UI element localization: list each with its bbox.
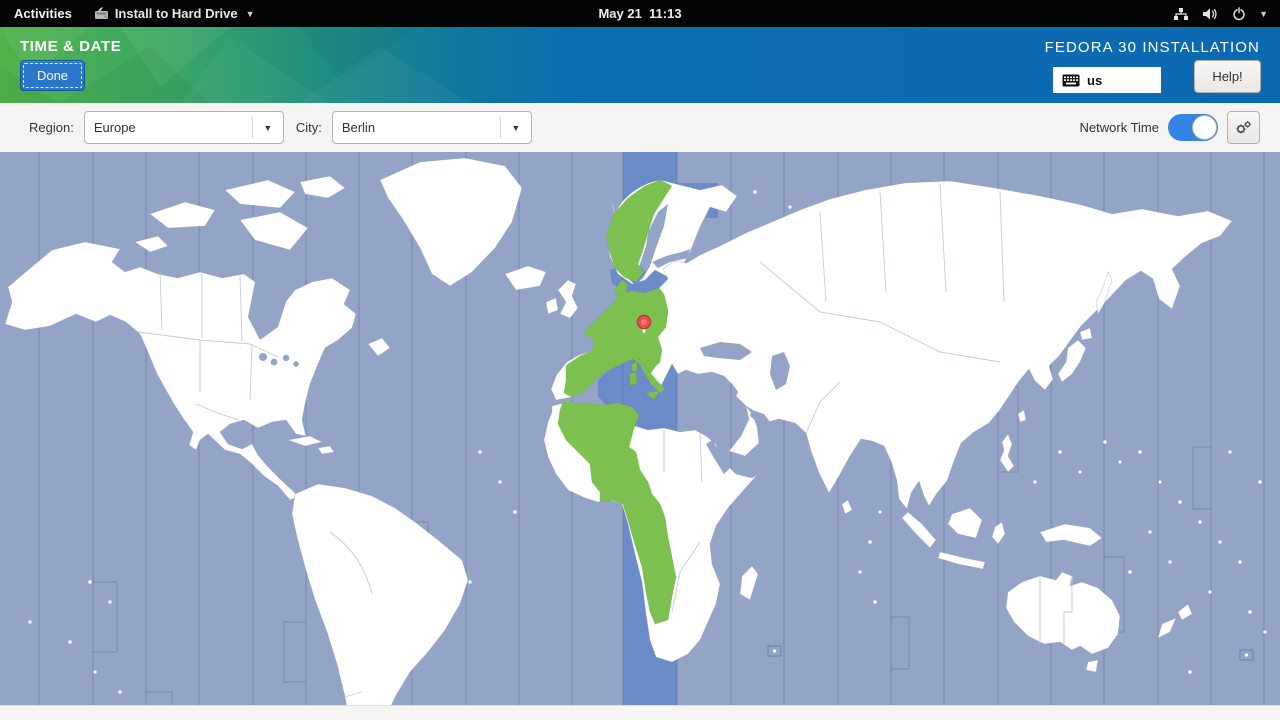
timezone-enclave-boxes: [767, 645, 1254, 661]
hard-drive-install-icon: [94, 7, 109, 20]
network-wired-icon[interactable]: [1173, 7, 1189, 21]
region-label: Region:: [29, 120, 74, 135]
combo-separator: [251, 117, 253, 138]
timezone-map[interactable]: [0, 152, 1280, 705]
chevron-down-icon[interactable]: ▼: [511, 122, 521, 133]
map-landmasses: [4, 157, 1233, 705]
city-combobox[interactable]: Berlin ▼: [331, 111, 532, 144]
timezone-toolbar: Region: Europe ▼ City: Berlin ▼ Network …: [0, 103, 1280, 152]
help-button[interactable]: Help!: [1194, 60, 1261, 93]
region-combobox[interactable]: Europe ▼: [83, 111, 284, 144]
footer-strip: [0, 705, 1280, 720]
clock[interactable]: May 21 11:13: [598, 6, 682, 21]
done-button-label: Done: [36, 68, 69, 83]
product-title: FEDORA 30 INSTALLATION: [1044, 39, 1260, 56]
chevron-down-icon: ▼: [245, 8, 255, 19]
volume-icon[interactable]: [1202, 7, 1219, 21]
page-title: TIME & DATE: [20, 38, 122, 55]
region-value: Europe: [93, 120, 136, 135]
spoke-header: TIME & DATE FEDORA 30 INSTALLATION Done …: [0, 27, 1280, 103]
activities-button[interactable]: Activities: [14, 6, 72, 21]
gnome-top-bar: Activities Install to Hard Drive ▼ May 2…: [0, 0, 1280, 27]
toggle-knob: [1192, 115, 1217, 140]
network-time-label: Network Time: [1079, 120, 1159, 135]
keyboard-layout-value: us: [1087, 72, 1103, 88]
keyboard-icon: [1062, 74, 1080, 87]
combo-separator: [499, 117, 501, 138]
city-pin[interactable]: [636, 314, 652, 334]
seas-and-lakes: [248, 204, 790, 474]
power-icon[interactable]: [1232, 6, 1246, 21]
chevron-down-icon[interactable]: ▼: [263, 122, 273, 133]
city-value: Berlin: [341, 120, 376, 135]
keyboard-layout-indicator[interactable]: us: [1053, 67, 1161, 93]
done-button[interactable]: Done: [20, 60, 85, 91]
chevron-down-icon[interactable]: ▼: [1259, 8, 1268, 19]
focus-ring: [23, 63, 82, 88]
app-menu-button[interactable]: Install to Hard Drive ▼: [94, 6, 255, 21]
app-menu-label: Install to Hard Drive: [114, 6, 238, 21]
island-dots: [28, 190, 1267, 694]
gears-icon: [1236, 120, 1251, 133]
help-button-label: Help!: [1212, 69, 1243, 84]
city-label: City:: [295, 120, 322, 135]
network-time-toggle[interactable]: [1168, 114, 1218, 141]
ntp-settings-button[interactable]: [1227, 111, 1260, 144]
